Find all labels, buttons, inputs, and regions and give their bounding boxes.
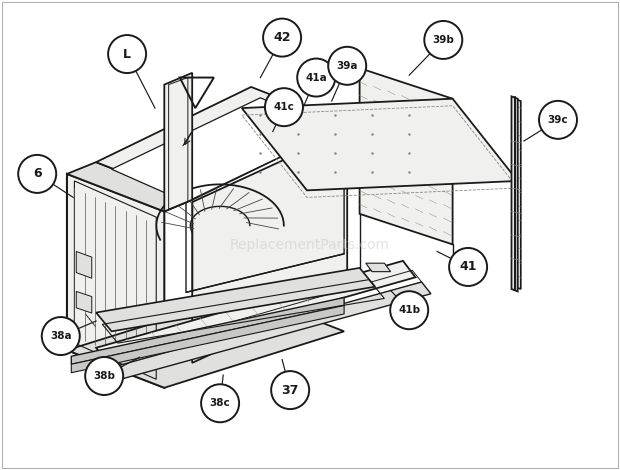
Polygon shape (67, 174, 164, 388)
Circle shape (328, 47, 366, 85)
Text: 6: 6 (33, 167, 42, 180)
Circle shape (424, 21, 463, 59)
Polygon shape (512, 96, 518, 291)
Text: 39b: 39b (432, 35, 454, 45)
Polygon shape (96, 261, 415, 364)
Circle shape (449, 248, 487, 286)
Circle shape (263, 19, 301, 56)
Circle shape (297, 59, 335, 96)
Circle shape (271, 371, 309, 409)
Polygon shape (71, 306, 344, 373)
Text: ReplacementParts.com: ReplacementParts.com (230, 238, 390, 252)
Polygon shape (67, 162, 192, 212)
Polygon shape (67, 294, 344, 388)
Text: 37: 37 (281, 384, 299, 397)
Polygon shape (366, 263, 391, 272)
Polygon shape (192, 131, 347, 363)
Circle shape (539, 101, 577, 139)
Text: 38c: 38c (210, 398, 231, 408)
Polygon shape (360, 68, 453, 244)
Circle shape (265, 88, 303, 126)
Circle shape (85, 357, 123, 395)
Text: 42: 42 (273, 31, 291, 44)
Circle shape (108, 35, 146, 73)
Polygon shape (115, 282, 431, 378)
Circle shape (201, 384, 239, 422)
Polygon shape (242, 99, 518, 190)
Text: 41c: 41c (273, 102, 294, 112)
Polygon shape (96, 87, 347, 200)
Circle shape (42, 317, 80, 355)
Polygon shape (164, 73, 192, 212)
Polygon shape (76, 291, 92, 313)
Text: 41: 41 (459, 260, 477, 274)
Polygon shape (96, 268, 375, 331)
Polygon shape (71, 298, 344, 364)
Polygon shape (515, 99, 521, 289)
Polygon shape (76, 251, 92, 278)
Polygon shape (112, 98, 335, 202)
Text: 41b: 41b (398, 305, 420, 315)
Text: L: L (123, 47, 131, 61)
Text: 38b: 38b (93, 371, 115, 381)
Circle shape (18, 155, 56, 193)
Text: 39c: 39c (547, 115, 569, 125)
Text: 38a: 38a (50, 331, 71, 341)
Text: 41a: 41a (305, 72, 327, 83)
Circle shape (390, 291, 428, 329)
Text: 39a: 39a (337, 61, 358, 71)
